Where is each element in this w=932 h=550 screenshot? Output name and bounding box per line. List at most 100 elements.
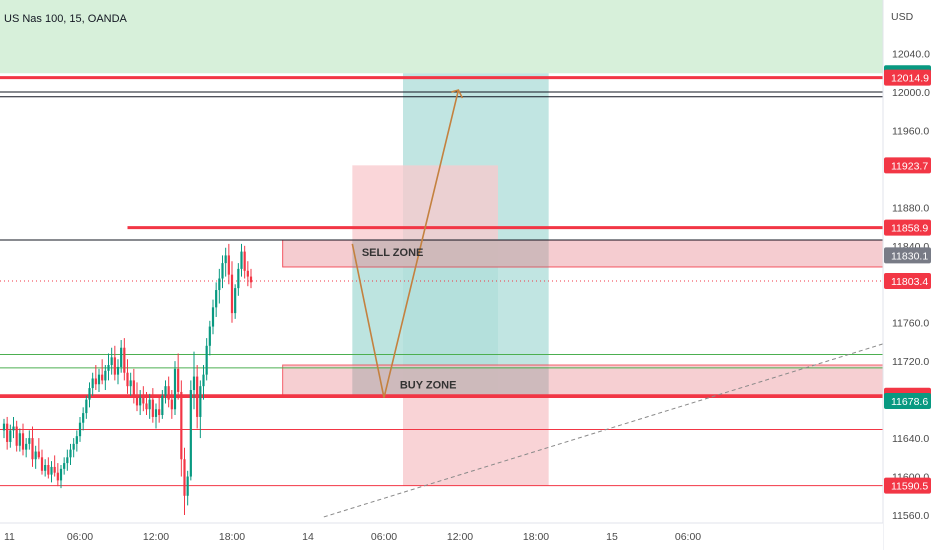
- candle-body: [110, 357, 113, 366]
- candle-46: [148, 393, 151, 419]
- x-tick-label: 15: [606, 531, 618, 543]
- candle-1: [6, 416, 9, 450]
- price-badge-1: 12014.9: [884, 69, 931, 86]
- candle-body: [75, 436, 78, 444]
- candle-32: [104, 365, 107, 391]
- candle-5: [18, 428, 21, 452]
- target-zone: [0, 0, 883, 74]
- candle-body: [88, 388, 91, 400]
- price-badge-2: 11923.7: [884, 157, 931, 174]
- candle-body: [18, 433, 21, 446]
- price-badge-label: 11830.1: [891, 250, 928, 262]
- candle-72: [230, 261, 234, 323]
- candle-50: [161, 390, 164, 419]
- candle-14: [47, 457, 50, 479]
- price-badge-label: 11590.5: [891, 481, 928, 493]
- candle-27: [88, 382, 91, 408]
- candle-52: [167, 376, 170, 408]
- time-axis[interactable]: 11 06:00 12:00 18:00 14 06:00 12:00 18:00 15 06:0…: [4, 531, 701, 543]
- y-tick-label: 11880.0: [892, 202, 929, 214]
- candle-49: [158, 397, 161, 423]
- price-badge-bg: [884, 273, 931, 290]
- y-tick-label: 11560.0: [892, 510, 929, 522]
- candle-body: [230, 274, 234, 314]
- x-tick-label: 06:00: [371, 531, 397, 543]
- candle-body: [145, 403, 148, 410]
- candle-63: [202, 365, 205, 400]
- candle-23: [75, 430, 78, 452]
- candle-body: [135, 395, 139, 406]
- candle-body: [208, 326, 211, 346]
- price-badge-4: 11830.1: [884, 247, 931, 264]
- candle-body: [189, 390, 192, 477]
- candle-body: [246, 270, 249, 277]
- candle-17: [56, 463, 59, 487]
- candle-69: [221, 255, 224, 289]
- candle-body: [249, 276, 253, 283]
- price-badge-bg: [884, 247, 931, 264]
- candle-body: [53, 466, 56, 473]
- candle-body: [177, 368, 180, 392]
- candle-78: [249, 268, 253, 289]
- y-tick-label: 11640.0: [892, 433, 929, 445]
- candle-body: [132, 380, 135, 396]
- candle-body: [227, 255, 230, 275]
- price-badge-label: 11858.9: [891, 223, 928, 235]
- candle-59: [189, 380, 192, 481]
- candle-41: [132, 368, 135, 404]
- candle-body: [69, 449, 72, 458]
- candle-body: [56, 472, 59, 481]
- candle-36: [116, 359, 120, 385]
- candle-body: [129, 380, 132, 387]
- currency-label: USD: [891, 11, 914, 23]
- y-tick-label: 11960.0: [892, 125, 929, 137]
- candle-body: [139, 397, 142, 406]
- candle-body: [161, 395, 164, 416]
- price-badge-8: 11678.6: [884, 392, 931, 409]
- candle-body: [240, 251, 243, 269]
- candle-body: [218, 278, 221, 291]
- candle-18: [59, 465, 63, 489]
- candle-15: [50, 461, 53, 483]
- chart-title: US Nas 100, 15, OANDA: [4, 13, 128, 25]
- candle-0: [2, 418, 6, 439]
- candle-55: [177, 353, 180, 400]
- annotation-layer: SELL ZONE BUY ZONE: [362, 247, 457, 392]
- candle-42: [135, 382, 139, 412]
- candle-body: [25, 443, 28, 450]
- candle-body: [59, 468, 63, 481]
- candle-47: [151, 388, 154, 423]
- candle-48: [154, 403, 158, 429]
- candle-7: [25, 438, 28, 458]
- candle-body: [164, 386, 167, 396]
- candle-13: [44, 459, 47, 477]
- candle-6: [21, 423, 25, 456]
- y-tick-label: 12000.0: [892, 87, 930, 99]
- candle-68: [218, 268, 221, 304]
- candle-33: [107, 353, 110, 381]
- x-tick-label: 18:00: [219, 531, 245, 543]
- candle-body: [192, 376, 196, 391]
- x-tick-label: 14: [302, 531, 314, 543]
- candle-body: [31, 438, 34, 460]
- x-tick-label: 06:00: [675, 531, 701, 543]
- candle-51: [164, 380, 167, 404]
- candle-30: [97, 368, 101, 392]
- candle-35: [113, 345, 116, 381]
- candle-70: [224, 247, 227, 277]
- candle-28: [91, 372, 94, 396]
- candle-body: [91, 378, 94, 389]
- candle-57: [183, 447, 186, 515]
- candle-12: [40, 449, 44, 475]
- candle-56: [180, 380, 183, 477]
- candle-body: [113, 357, 116, 375]
- candle-2: [9, 424, 12, 448]
- candle-body: [116, 366, 120, 375]
- candle-16: [53, 455, 56, 477]
- sell-zone-label: SELL ZONE: [362, 247, 424, 259]
- candle-25: [82, 407, 85, 431]
- candle-body: [211, 307, 215, 327]
- candle-38: [123, 338, 126, 381]
- price-badge-bg: [884, 69, 931, 86]
